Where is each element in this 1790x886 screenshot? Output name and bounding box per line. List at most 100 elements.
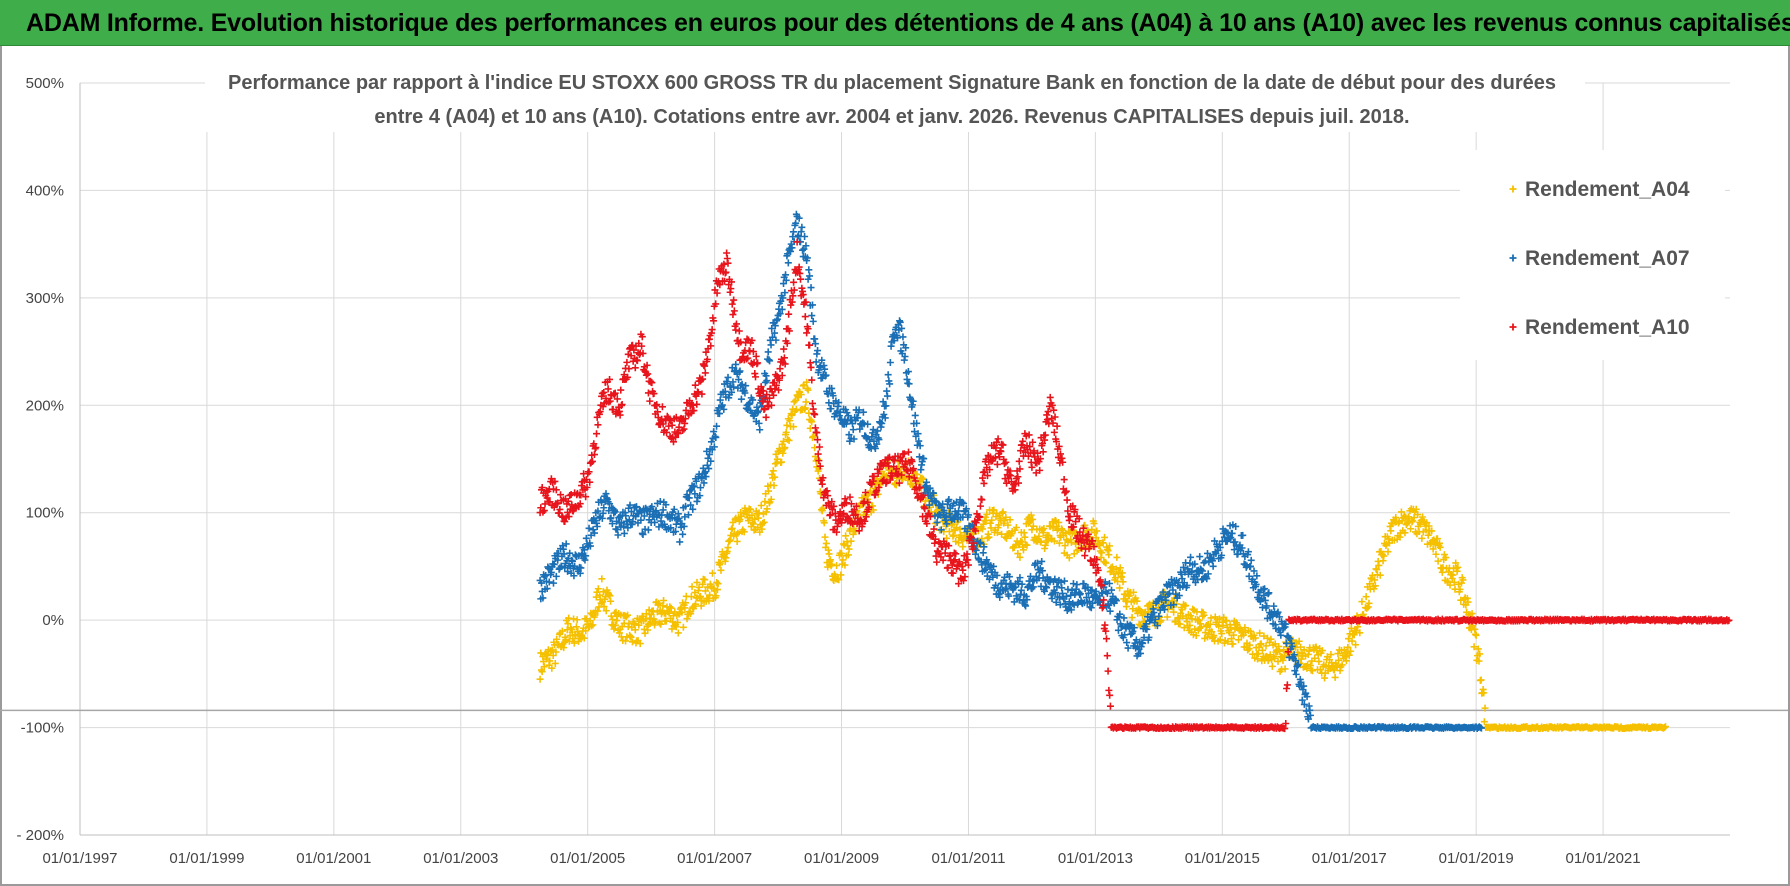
data-point	[636, 640, 644, 648]
data-point	[1132, 594, 1140, 602]
data-point	[933, 558, 941, 566]
data-point	[1418, 534, 1426, 542]
data-point	[724, 544, 732, 552]
data-point	[1060, 577, 1068, 585]
data-point	[655, 619, 663, 627]
data-point	[785, 437, 793, 445]
data-point	[1016, 553, 1024, 561]
data-point	[767, 495, 775, 503]
data-point	[1115, 568, 1123, 576]
data-point	[599, 588, 607, 596]
data-point	[999, 508, 1007, 516]
data-point	[1170, 608, 1178, 616]
data-point	[1348, 637, 1356, 645]
y-tick-label: 400%	[26, 182, 64, 199]
data-point	[752, 373, 760, 381]
y-tick-label: 200%	[26, 397, 64, 414]
data-point	[1028, 463, 1036, 471]
data-point	[806, 272, 814, 280]
data-point	[549, 579, 557, 587]
data-point	[1279, 656, 1287, 664]
data-point	[785, 310, 793, 318]
data-point	[822, 539, 830, 547]
data-point	[1362, 593, 1370, 601]
data-point	[980, 479, 988, 487]
data-point	[717, 566, 725, 574]
data-point	[1344, 643, 1352, 651]
data-point	[1179, 612, 1187, 620]
data-point	[1113, 553, 1121, 561]
data-point	[841, 561, 849, 569]
data-point	[987, 524, 995, 532]
data-point	[620, 529, 628, 537]
data-point	[1111, 574, 1119, 582]
data-point	[705, 597, 713, 605]
data-point	[660, 596, 668, 604]
data-point	[594, 607, 602, 615]
y-tick-label: 100%	[26, 505, 64, 522]
data-point	[1128, 614, 1136, 622]
data-point	[824, 563, 832, 571]
data-point	[1106, 607, 1114, 615]
data-point	[783, 421, 791, 429]
data-point	[589, 621, 597, 629]
data-point	[1004, 521, 1012, 529]
data-point	[1477, 676, 1485, 684]
data-point	[1270, 654, 1278, 662]
data-point	[979, 549, 987, 557]
x-axis: 01/01/1997 01/01/1999 01/01/2001 01/01/2003…	[42, 850, 1640, 867]
data-point	[1178, 606, 1186, 614]
data-point	[736, 515, 744, 523]
data-point	[1116, 584, 1124, 592]
data-point	[1174, 614, 1182, 622]
legend-label: Rendement_A10	[1525, 316, 1690, 339]
data-point	[995, 521, 1003, 529]
data-point	[780, 437, 788, 445]
data-point	[631, 364, 639, 372]
data-point	[1055, 518, 1063, 526]
data-point	[1157, 616, 1165, 624]
data-point	[801, 404, 809, 412]
legend: Rendement_A04 Rendement_A07 Rendement_A10	[1460, 150, 1725, 360]
data-point	[811, 411, 819, 419]
data-point	[1019, 546, 1027, 554]
data-point	[594, 585, 602, 593]
data-point	[1345, 635, 1353, 643]
data-point	[743, 335, 751, 343]
data-point	[609, 616, 617, 623]
x-tick-label: 01/01/2003	[423, 850, 498, 867]
data-point	[801, 232, 809, 240]
data-point	[701, 587, 709, 595]
data-point	[1101, 621, 1109, 629]
data-point	[646, 397, 654, 405]
data-point	[1102, 559, 1110, 567]
data-point	[1251, 634, 1259, 642]
x-tick-label: 01/01/2019	[1439, 850, 1514, 867]
data-point	[692, 600, 700, 608]
data-point	[1002, 513, 1010, 521]
data-point	[1315, 657, 1323, 665]
data-point	[811, 340, 819, 348]
data-point	[1000, 517, 1008, 525]
data-point	[842, 532, 850, 540]
data-point	[1333, 662, 1341, 670]
data-point	[1347, 624, 1355, 632]
x-tick-label: 01/01/2005	[550, 850, 625, 867]
y-tick-label: -100%	[21, 720, 64, 737]
data-point	[788, 411, 796, 419]
data-point	[844, 542, 852, 550]
data-point	[1027, 511, 1035, 519]
x-tick-label: 01/01/2013	[1058, 850, 1133, 867]
data-point	[1409, 517, 1417, 525]
data-point	[1093, 527, 1101, 535]
data-point	[676, 538, 684, 546]
data-point	[1254, 650, 1262, 658]
data-point	[728, 524, 736, 532]
data-point	[1103, 652, 1111, 660]
data-point	[697, 592, 705, 600]
data-point	[622, 613, 630, 621]
data-point	[587, 458, 595, 466]
data-point	[709, 569, 716, 577]
data-point	[730, 307, 738, 315]
